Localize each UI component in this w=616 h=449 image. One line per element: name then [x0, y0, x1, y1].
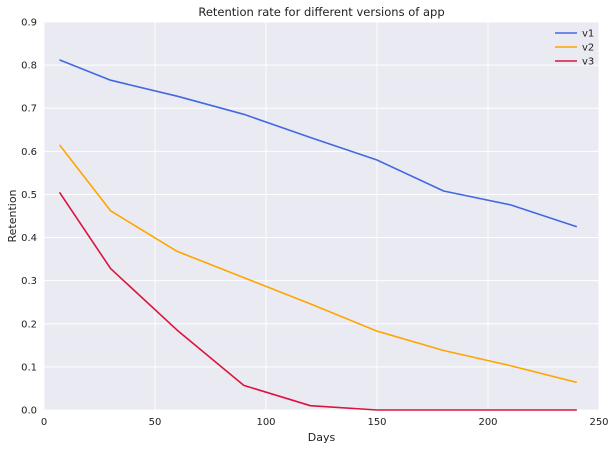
chart-title: Retention rate for different versions of… [198, 5, 444, 19]
x-tick-label: 0 [41, 417, 47, 428]
y-tick-label: 0.3 [21, 276, 37, 287]
series-line-v1 [59, 59, 578, 228]
tick-labels: 0 50 100 150 200 250 0.0 0.1 0.2 0.3 0.4 0.5 0.6 0.7 0… [21, 18, 608, 429]
y-tick-label: 0.8 [21, 61, 37, 72]
series-line-v3 [58, 191, 577, 411]
legend-label: v1 [582, 29, 594, 40]
x-tick-label: 50 [149, 417, 162, 428]
y-tick-label: 0.2 [21, 319, 37, 330]
y-axis-label: Retention [6, 189, 19, 242]
y-tick-label: 0.4 [21, 233, 37, 244]
x-tick-label: 250 [589, 417, 608, 428]
y-tick-label: 0.1 [21, 362, 37, 373]
y-tick-label: 0.7 [21, 104, 37, 115]
x-tick-label: 100 [256, 417, 275, 428]
y-tick-label: 0.6 [21, 147, 37, 158]
series-lines [58, 59, 578, 411]
grid [43, 21, 600, 411]
x-axis-label: Days [308, 431, 336, 444]
y-tick-label: 0.9 [21, 18, 37, 29]
x-tick-label: 200 [478, 417, 497, 428]
x-tick-label: 150 [367, 417, 386, 428]
legend-label: v2 [582, 43, 594, 54]
y-tick-label: 0.5 [21, 190, 37, 201]
plot-area [44, 22, 599, 410]
y-tick-label: 0.0 [21, 406, 37, 417]
series-line-v2 [58, 144, 577, 384]
legend-label: v3 [582, 57, 594, 68]
legend: v1 v2 v3 [555, 29, 594, 68]
